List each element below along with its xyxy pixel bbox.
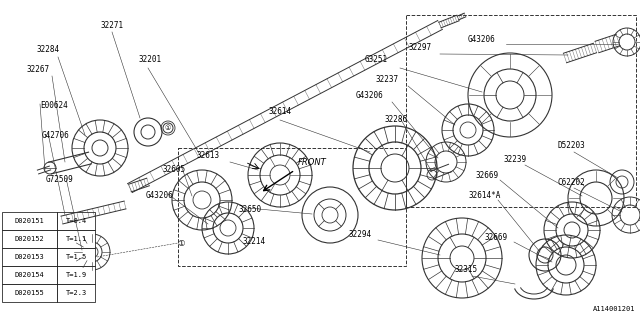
Text: ①: ①: [177, 238, 185, 247]
Text: 32286: 32286: [384, 115, 407, 124]
Text: 32239: 32239: [503, 155, 526, 164]
Bar: [57, 212, 95, 230]
Text: G43206: G43206: [468, 35, 496, 44]
Text: G43206: G43206: [356, 91, 384, 100]
Text: G42706: G42706: [42, 131, 70, 140]
Text: G72509: G72509: [46, 175, 74, 184]
Bar: [2, 230, 57, 248]
Text: 32237: 32237: [375, 75, 398, 84]
Text: 32614*A: 32614*A: [468, 191, 500, 200]
Text: E00624: E00624: [40, 101, 68, 110]
Bar: [2, 266, 57, 284]
Text: 32605: 32605: [162, 165, 185, 174]
Text: T=2.3: T=2.3: [65, 290, 86, 296]
Text: 32267: 32267: [26, 65, 49, 74]
Bar: [2, 284, 57, 302]
Bar: [2, 248, 57, 266]
Text: 32214: 32214: [242, 237, 265, 246]
Bar: [57, 248, 95, 266]
Text: D020151: D020151: [15, 218, 44, 224]
Text: 32297: 32297: [408, 43, 431, 52]
Text: T=1.9: T=1.9: [65, 272, 86, 278]
Text: D52203: D52203: [558, 141, 586, 150]
Text: 32669: 32669: [484, 233, 507, 242]
Text: ①: ①: [165, 125, 171, 131]
Bar: [57, 230, 95, 248]
Text: T=1.5: T=1.5: [65, 254, 86, 260]
Text: 32613: 32613: [196, 151, 219, 160]
Text: C62202: C62202: [558, 178, 586, 187]
Text: D020155: D020155: [15, 290, 44, 296]
Bar: [2, 212, 57, 230]
Text: T=1.1: T=1.1: [65, 236, 86, 242]
Text: 32315: 32315: [454, 265, 477, 274]
Text: D020153: D020153: [15, 254, 44, 260]
Text: A114001201: A114001201: [593, 306, 635, 312]
Bar: [57, 266, 95, 284]
Bar: [57, 284, 95, 302]
Text: 32271: 32271: [100, 21, 124, 30]
Text: 32669: 32669: [475, 171, 498, 180]
Bar: [406, 15, 636, 207]
Text: G3251: G3251: [365, 55, 388, 64]
Text: FRONT: FRONT: [298, 158, 327, 167]
Text: 32284: 32284: [36, 45, 59, 54]
Bar: [178, 148, 406, 266]
Text: T=0.4: T=0.4: [65, 218, 86, 224]
Text: 32650: 32650: [238, 205, 261, 214]
Text: D020152: D020152: [15, 236, 44, 242]
Text: D020154: D020154: [15, 272, 44, 278]
Text: G43206: G43206: [146, 191, 173, 200]
Text: 32614: 32614: [268, 107, 291, 116]
Text: 32201: 32201: [138, 55, 161, 64]
Text: 32294: 32294: [348, 230, 371, 239]
